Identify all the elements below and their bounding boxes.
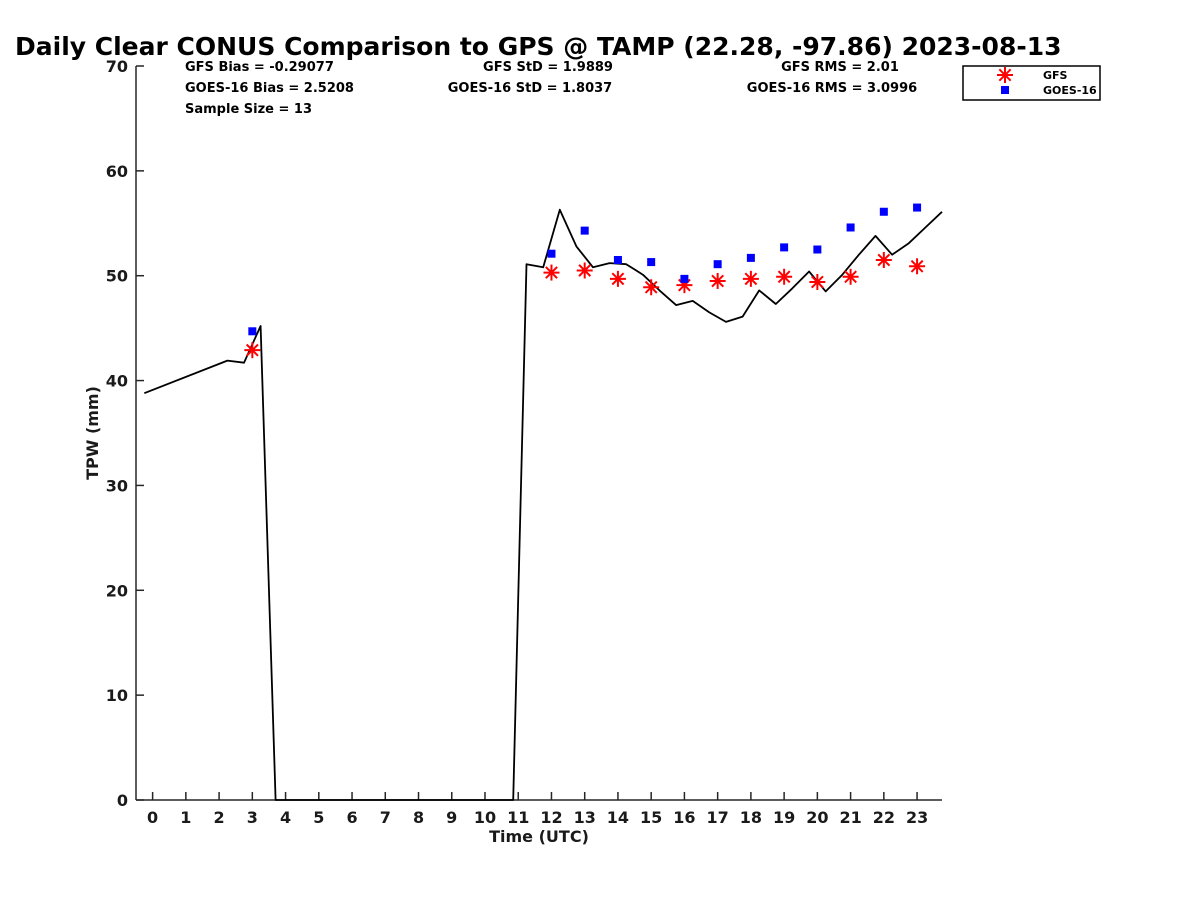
goes-16-point <box>913 203 922 212</box>
x-tick-label: 18 <box>740 808 762 827</box>
legend-marker-gfs <box>997 67 1013 83</box>
x-tick-label: 12 <box>540 808 562 827</box>
gfs-point <box>244 342 261 359</box>
y-axis-label: TPW (mm) <box>83 386 102 480</box>
x-tick-label: 20 <box>806 808 828 827</box>
goes-16-point <box>879 207 888 216</box>
y-tick-label: 0 <box>117 791 128 810</box>
x-tick-label: 9 <box>446 808 457 827</box>
x-tick-label: 8 <box>413 808 424 827</box>
goes-16-point <box>746 253 755 262</box>
y-tick-label: 50 <box>106 267 128 286</box>
goes-16-point <box>846 223 855 232</box>
goes-16-point <box>580 226 589 235</box>
legend: GFS GOES-16 <box>962 65 1101 101</box>
gfs-point <box>909 258 926 275</box>
y-tick-label: 40 <box>106 372 128 391</box>
x-tick-label: 22 <box>873 808 895 827</box>
legend-label-goes-16: GOES-16 <box>1043 84 1097 97</box>
y-tick-label: 20 <box>106 581 128 600</box>
gfs-point <box>643 279 660 296</box>
x-tick-label: 14 <box>607 808 629 827</box>
gfs-point <box>842 268 859 285</box>
x-tick-label: 0 <box>147 808 158 827</box>
x-tick-label: 23 <box>906 808 928 827</box>
series-gfs-markers <box>244 251 926 359</box>
x-tick-label: 19 <box>773 808 795 827</box>
goes-16-point <box>780 243 789 252</box>
goes-std-stat: GOES-16 StD = 1.8037 <box>448 81 612 96</box>
x-tick-label: 10 <box>474 808 496 827</box>
gfs-rms-stat: GFS RMS = 2.01 <box>781 60 899 75</box>
y-tick-label: 30 <box>106 476 128 495</box>
x-tick-label: 17 <box>707 808 729 827</box>
goes-16-point <box>680 274 689 283</box>
x-tick-label: 15 <box>640 808 662 827</box>
legend-label-gfs: GFS <box>1043 69 1068 82</box>
y-tick-label: 10 <box>106 686 128 705</box>
gps-tpw-line <box>143 208 943 801</box>
series-goes-16-markers <box>248 203 922 336</box>
gfs-point <box>776 268 793 285</box>
goes-16-point <box>547 249 556 258</box>
legend-marker-goes-16 <box>1001 86 1009 94</box>
x-tick-label: 11 <box>507 808 529 827</box>
gfs-point <box>742 270 759 287</box>
gfs-point <box>576 262 593 279</box>
x-tick-label: 7 <box>380 808 391 827</box>
goes-16-point <box>813 245 822 254</box>
gfs-point <box>609 270 626 287</box>
gfs-std-stat: GFS StD = 1.9889 <box>483 60 613 75</box>
sample-size-stat: Sample Size = 13 <box>185 102 312 117</box>
x-tick-label: 4 <box>280 808 291 827</box>
x-tick-label: 1 <box>180 808 191 827</box>
gfs-point <box>543 264 560 281</box>
gfs-point <box>875 251 892 268</box>
gfs-point <box>809 274 826 291</box>
x-tick-label: 16 <box>673 808 695 827</box>
goes-16-point <box>248 327 257 336</box>
x-axis-label: Time (UTC) <box>489 827 589 846</box>
x-tick-label: 6 <box>346 808 357 827</box>
legend-goes-16-symbol <box>1001 86 1009 94</box>
gfs-bias-stat: GFS Bias = -0.29077 <box>185 60 334 75</box>
goes-16-point <box>713 260 722 269</box>
gps-line-layer <box>143 208 943 801</box>
goes-bias-stat: GOES-16 Bias = 2.5208 <box>185 81 354 96</box>
legend-gfs-symbol <box>997 67 1013 83</box>
goes-16-point <box>647 258 656 267</box>
y-tick-label: 60 <box>106 162 128 181</box>
x-tick-label: 13 <box>574 808 596 827</box>
x-tick-label: 21 <box>839 808 861 827</box>
chart-title: Daily Clear CONUS Comparison to GPS @ TA… <box>15 32 1062 61</box>
x-tick-label: 2 <box>214 808 225 827</box>
goes-16-point <box>613 255 622 264</box>
y-tick-label: 70 <box>106 57 128 76</box>
gfs-point <box>709 272 726 289</box>
goes-rms-stat: GOES-16 RMS = 3.0996 <box>747 81 917 96</box>
legend-box <box>962 65 1101 101</box>
series-marker-layer <box>244 203 926 359</box>
x-tick-label: 5 <box>313 808 324 827</box>
x-tick-label: 3 <box>247 808 258 827</box>
